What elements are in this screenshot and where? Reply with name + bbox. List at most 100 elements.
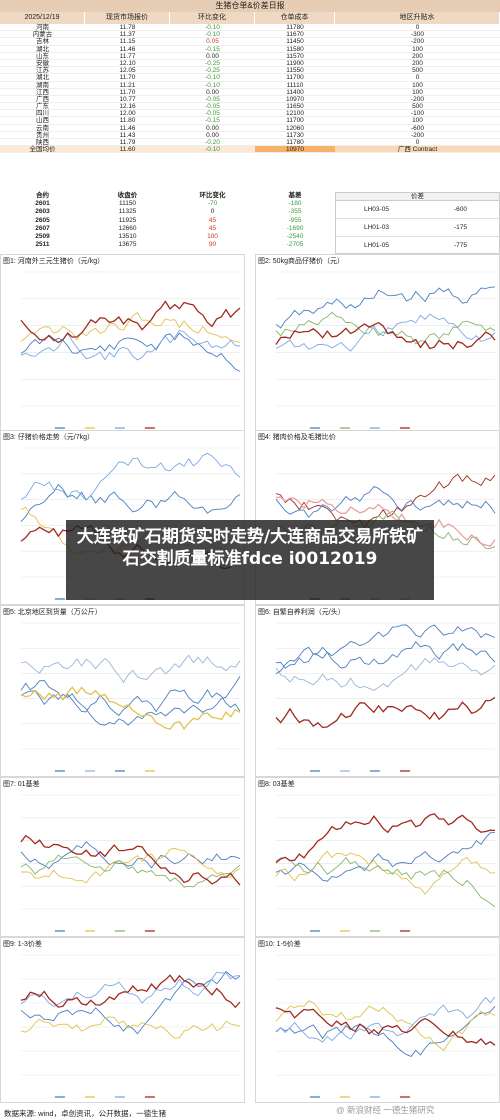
- table-row: 湖北 11.46 -0.15 11580 100: [0, 46, 500, 53]
- chart-title: 图7: 01基差: [3, 781, 40, 788]
- cell-chg: 0.00: [170, 132, 255, 139]
- headline-text[interactable]: 大连铁矿石期货实时走势/大连商品交易所铁矿石交割质量标准fdce i001201…: [76, 527, 424, 569]
- cell-cost: 11780: [255, 139, 335, 147]
- header-spot-price: 现货市场报价: [85, 12, 170, 24]
- cell-cost: 12060: [255, 125, 335, 132]
- series-line: [20, 847, 241, 884]
- col-contract: 合约: [36, 192, 49, 199]
- cell-prem: -200: [335, 38, 500, 46]
- contract-close: 13510: [118, 232, 137, 240]
- series-line: [20, 329, 241, 361]
- cell-price: 10.77: [85, 96, 170, 104]
- data-source-note: 数据来源: wind，卓创资讯，公开数据，一德生猪: [4, 1109, 167, 1118]
- contract-basis: -955: [288, 216, 302, 224]
- contract-close: 11325: [118, 208, 137, 216]
- headline-overlay[interactable]: 大连铁矿石期货实时走势/大连商品交易所铁矿石交割质量标准fdce i001201…: [66, 520, 434, 600]
- contract-basis: -2540: [286, 232, 304, 240]
- series-line: [20, 971, 241, 1007]
- contract-basis: -2705: [286, 241, 304, 249]
- series-line: [275, 473, 496, 529]
- cell-cost: 11730: [255, 132, 335, 139]
- chart-9-plot: [20, 954, 241, 1098]
- spread-header: 价差: [336, 193, 499, 201]
- table-row: 广东 12.16 -0.05 11650 500: [0, 103, 500, 111]
- contract-row: 2607 12660 45 -1690: [0, 225, 500, 233]
- report-date: 2025/12/19: [0, 12, 85, 24]
- cell-cost: 11900: [255, 60, 335, 68]
- series-line: [20, 834, 241, 886]
- cell-chg: -0.20: [170, 139, 255, 147]
- series-line: [275, 313, 496, 352]
- chart-8-plot: [275, 794, 496, 932]
- cell-region: 湖南: [0, 82, 85, 89]
- cell-cost: 11650: [255, 103, 335, 111]
- report-title-bar: 生猪仓单&价差日报: [0, 0, 500, 12]
- contract-header-row: 合约 收盘价 环比变化 基差: [0, 192, 500, 200]
- contract-code: 2603: [35, 208, 50, 216]
- series-line: [275, 286, 496, 329]
- series-line: [275, 813, 496, 864]
- cell-prem: 100: [335, 46, 500, 53]
- report-title: 生猪仓单&价差日报: [215, 1, 285, 10]
- table-row: 内蒙古 11.37 -0.10 11670 -300: [0, 31, 500, 39]
- cell-region: 云南: [0, 125, 85, 132]
- header-premium: 地区升贴水: [335, 12, 500, 24]
- table-row: 山东 11.77 0.00 11570 200: [0, 53, 500, 60]
- cell-cost: 10970: [255, 96, 335, 104]
- cell-price: 11.60: [85, 146, 170, 154]
- cell-price: 12.05: [85, 67, 170, 75]
- cell-prem: 500: [335, 103, 500, 111]
- cell-chg: 0.05: [170, 38, 255, 46]
- cell-price: 11.43: [85, 132, 170, 139]
- contract-row: 2605 11925 45 -955: [0, 217, 500, 225]
- table-row: 湖南 11.21 -0.10 11110 100: [0, 82, 500, 89]
- cell-prem: 0: [335, 74, 500, 82]
- series-line: [275, 496, 496, 547]
- cell-chg: -0.05: [170, 103, 255, 111]
- cell-price: 11.37: [85, 31, 170, 39]
- cell-price: 12.10: [85, 60, 170, 68]
- series-line: [275, 657, 496, 691]
- chart-title: 图3: 仔猪价格走势（元/7kg）: [3, 434, 95, 441]
- series-line: [20, 452, 241, 501]
- chart-panel-1: 图1: 河南外三元生猪价（元/kg）: [0, 254, 245, 435]
- header-cost: 仓单成本: [255, 12, 335, 24]
- spread-value: -775: [454, 242, 468, 249]
- chart-title: 图8: 03基差: [258, 781, 295, 788]
- cell-region: 江苏: [0, 67, 85, 75]
- cell-region: 内蒙古: [0, 31, 85, 39]
- chart-title: 图9: 1-3价差: [3, 941, 42, 948]
- table-header-row: 2025/12/19 现货市场报价 环比变化 仓单成本 地区升贴水: [0, 12, 500, 24]
- cell-region: 山东: [0, 53, 85, 60]
- cell-region: 四川: [0, 110, 85, 118]
- spread-row: LH01-05 -775: [336, 237, 499, 255]
- contract-chg: 45: [208, 224, 217, 232]
- series-line: [275, 1007, 496, 1046]
- table-row: 吉林 11.15 0.05 11450 -200: [0, 38, 500, 46]
- series-line: [275, 996, 496, 1043]
- cell-prem: 广西 Contract: [335, 146, 500, 154]
- cell-price: 11.15: [85, 38, 170, 46]
- cell-price: 11.78: [85, 24, 170, 32]
- cell-price: 11.80: [85, 117, 170, 125]
- cell-region: 湖北: [0, 46, 85, 53]
- cell-prem: -100: [335, 110, 500, 118]
- cell-cost: 12100: [255, 110, 335, 118]
- series-line: [275, 311, 496, 345]
- table-row: 陕西 11.79 -0.20 11780 0: [0, 139, 500, 147]
- series-line: [275, 856, 496, 908]
- chart-title: 图4: 猪肉价格及毛猪比价: [258, 434, 336, 441]
- chart-5-plot: [20, 622, 241, 772]
- table-row: 河南 11.78 -0.10 11780 0: [0, 24, 500, 32]
- cell-region: 广西: [0, 96, 85, 104]
- contract-row: 2509 13510 100 -2540: [0, 233, 500, 241]
- cell-prem: 200: [335, 53, 500, 60]
- table-row: 全国均价 11.60 -0.10 10970 广西 Contract: [0, 146, 500, 154]
- contract-chg: 45: [208, 216, 217, 224]
- cell-chg: -0.10: [170, 82, 255, 89]
- chart-title: 图6: 自繁自养利润（元/头）: [258, 609, 345, 616]
- contract-chg: 90: [208, 241, 217, 249]
- cell-cost: 11570: [255, 53, 335, 60]
- series-line: [275, 696, 496, 729]
- contract-row: 2511 13675 90 -2705: [0, 241, 500, 249]
